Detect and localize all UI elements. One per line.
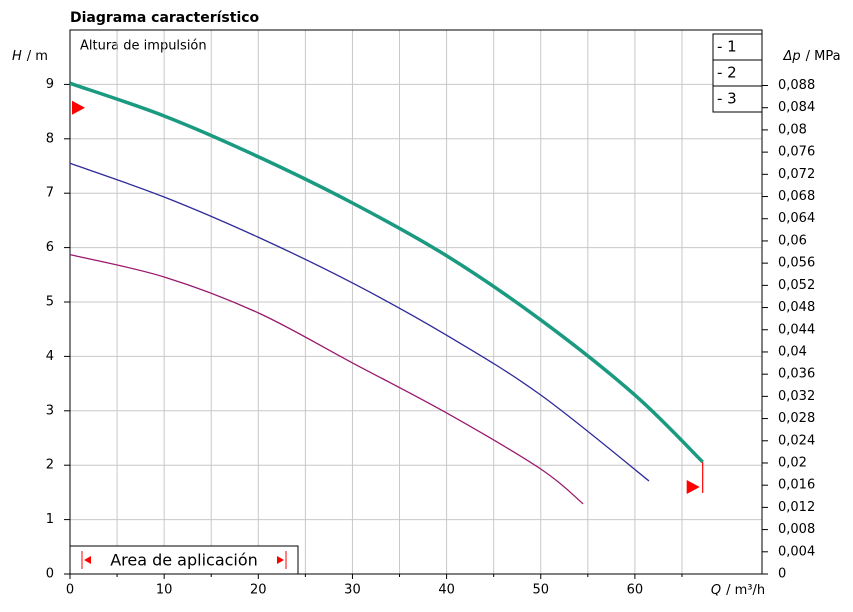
range-arrow-left [84,556,91,564]
y2-tick-label: 0,064 [778,211,815,226]
x-symbol: Q [711,583,721,598]
y2-tick-label: 0,052 [778,278,815,293]
y2-tick-label: 0,08 [778,122,807,137]
y2-tick-label: 0,012 [778,500,815,515]
y2-tick-label: 0,016 [778,478,815,493]
y-tick-label: 8 [46,131,54,146]
plot-frame [69,29,763,575]
range-box [69,545,299,575]
x-tick-label: 0 [66,583,74,598]
y-tick-label: 2 [46,458,54,473]
y-tick-label: 7 [46,186,54,201]
x-unit: / m³/h [726,583,765,598]
y2-symbol: Δp [782,49,800,64]
y2-tick-label: 0,076 [778,145,815,160]
series-line [69,81,704,464]
y2-tick-label: 0,008 [778,522,815,537]
y2-tick-label: 0,004 [778,544,815,559]
legend-label: - 3 [717,90,737,108]
x-tick-label: 50 [532,583,549,598]
x-tick-label: 10 [156,583,173,598]
y-tick-label: 6 [46,240,54,255]
limit-marker [72,100,85,115]
y-tick-label: 9 [46,77,54,92]
y2-tick-label: 0,04 [778,344,807,359]
y2-tick-label: 0,072 [778,167,815,182]
y2-tick-label: 0,044 [778,322,815,337]
y-unit: / m [27,49,48,64]
y2-axis-label: Δp / MPa [782,49,840,64]
y2-tick-label: 0,048 [778,300,815,315]
y2-tick-label: 0,084 [778,100,815,115]
y2-tick-label: 0,068 [778,189,815,204]
y-tick-label: 5 [46,295,54,310]
legend-label: - 1 [717,38,737,56]
y-tick-label: 1 [46,512,54,527]
x-tick-label: 60 [627,583,644,598]
series-line [69,254,584,505]
annotation: Altura de impulsión [80,39,207,54]
y2-tick-label: 0,024 [778,433,815,448]
y2-tick-label: 0 [778,567,786,582]
y-tick-label: 3 [46,403,54,418]
y2-tick-label: 0,06 [778,233,807,248]
range-arrow-right [277,556,284,564]
y2-tick-label: 0,028 [778,411,815,426]
x-tick-label: 30 [344,583,361,598]
limit-marker [686,479,700,494]
y2-unit: / MPa [806,49,841,64]
series-line [69,162,650,482]
y-axis-label: H / m [12,49,48,64]
range-label: Area de aplicación [110,551,258,570]
x-axis-label: Q / m³/h [711,583,765,598]
legend-label: - 2 [717,64,737,82]
y-tick-label: 4 [46,349,54,364]
y2-tick-label: 0,02 [778,455,807,470]
y2-tick-label: 0,036 [778,367,815,382]
chart-title: Diagrama característico [70,10,260,26]
y-symbol: H [12,49,22,64]
y-tick-label: 0 [46,567,54,582]
x-tick-label: 20 [250,583,267,598]
x-tick-label: 40 [438,583,455,598]
y2-tick-label: 0,032 [778,389,815,404]
y2-tick-label: 0,056 [778,256,815,271]
legend-box [712,33,763,113]
y2-tick-label: 0,088 [778,78,815,93]
